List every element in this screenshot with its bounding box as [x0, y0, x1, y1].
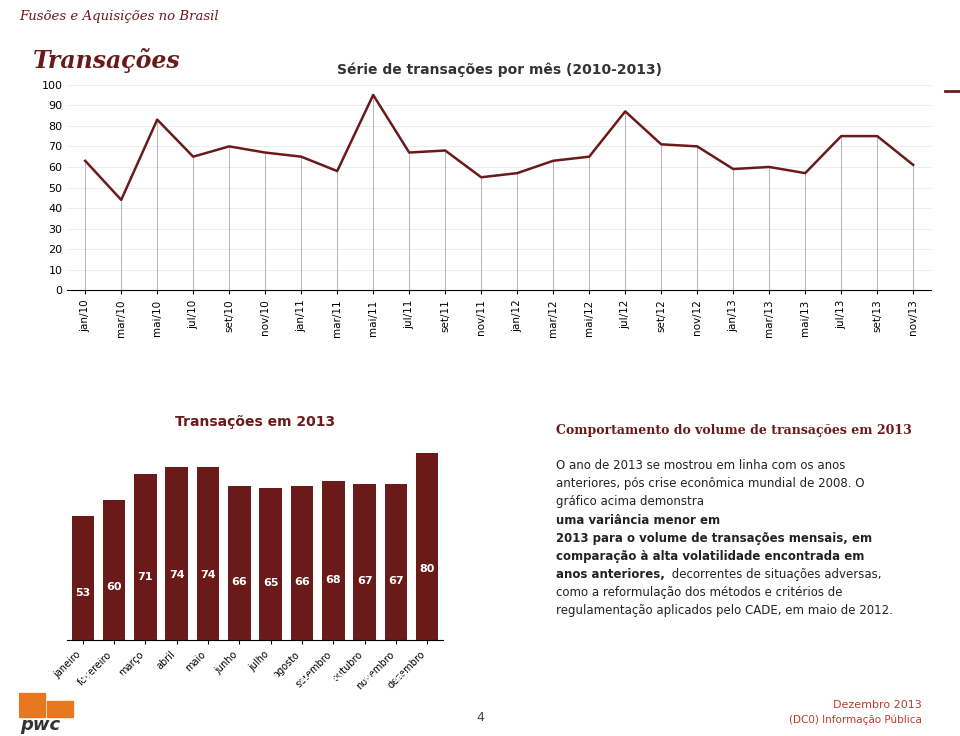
- Text: 80: 80: [420, 565, 435, 574]
- Title: Transações em 2013: Transações em 2013: [175, 415, 335, 429]
- Text: O ano de 2013 se mostrou em linha com os anos: O ano de 2013 se mostrou em linha com os…: [556, 459, 845, 473]
- Text: 74: 74: [169, 570, 184, 579]
- Bar: [353, 484, 376, 640]
- Text: 74: 74: [201, 570, 216, 579]
- Text: 71: 71: [137, 572, 154, 582]
- Text: pwc: pwc: [20, 716, 60, 734]
- Text: decorrentes de situações adversas,: decorrentes de situações adversas,: [668, 568, 881, 581]
- Text: como a reformulação dos métodos e critérios de: como a reformulação dos métodos e critér…: [556, 586, 842, 599]
- Text: 67: 67: [357, 576, 372, 586]
- Text: 4: 4: [476, 711, 484, 724]
- Text: Transações: Transações: [33, 48, 180, 73]
- Text: Dezembro 2013: Dezembro 2013: [833, 700, 922, 710]
- Text: Fusões e Aquisições no Brasil: Fusões e Aquisições no Brasil: [19, 10, 219, 23]
- Text: 67: 67: [388, 576, 404, 586]
- Title: Série de transações por mês (2010-2013): Série de transações por mês (2010-2013): [337, 62, 661, 77]
- Text: Nota: Transações divulgadas na imprensa. Não inclui acordos.: Nota: Transações divulgadas na imprensa.…: [68, 671, 481, 684]
- Text: gráfico acima demonstra: gráfico acima demonstra: [556, 495, 708, 509]
- Bar: [228, 486, 251, 640]
- Bar: [291, 486, 313, 640]
- Text: comparação à alta volatilidade encontrada em: comparação à alta volatilidade encontrad…: [556, 550, 864, 563]
- Bar: [322, 481, 345, 640]
- Bar: [259, 488, 282, 640]
- Text: Comportamento do volume de transações em 2013: Comportamento do volume de transações em…: [556, 424, 911, 437]
- Bar: [134, 474, 156, 640]
- Text: 66: 66: [294, 577, 310, 587]
- Bar: [19, 693, 45, 717]
- Text: (DC0) Informação Pública: (DC0) Informação Pública: [789, 715, 922, 725]
- Text: 65: 65: [263, 578, 278, 587]
- Text: 68: 68: [325, 575, 341, 585]
- Text: regulamentação aplicados pelo CADE, em maio de 2012.: regulamentação aplicados pelo CADE, em m…: [556, 604, 893, 617]
- Text: 2013 para o volume de transações mensais, em: 2013 para o volume de transações mensais…: [556, 531, 872, 545]
- Text: anteriores, pós crise econômica mundial de 2008. O: anteriores, pós crise econômica mundial …: [556, 478, 864, 490]
- Text: 60: 60: [107, 582, 122, 592]
- Text: anos anteriores,: anos anteriores,: [556, 568, 664, 581]
- Bar: [165, 467, 188, 640]
- Bar: [47, 701, 73, 717]
- Text: 53: 53: [75, 588, 90, 598]
- Bar: [385, 484, 407, 640]
- Bar: [416, 453, 439, 640]
- Text: uma variância menor em: uma variância menor em: [556, 514, 720, 526]
- Bar: [103, 500, 126, 640]
- Bar: [197, 467, 219, 640]
- Text: 66: 66: [231, 577, 248, 587]
- Legend: Transações: Transações: [941, 80, 960, 103]
- Bar: [72, 517, 94, 640]
